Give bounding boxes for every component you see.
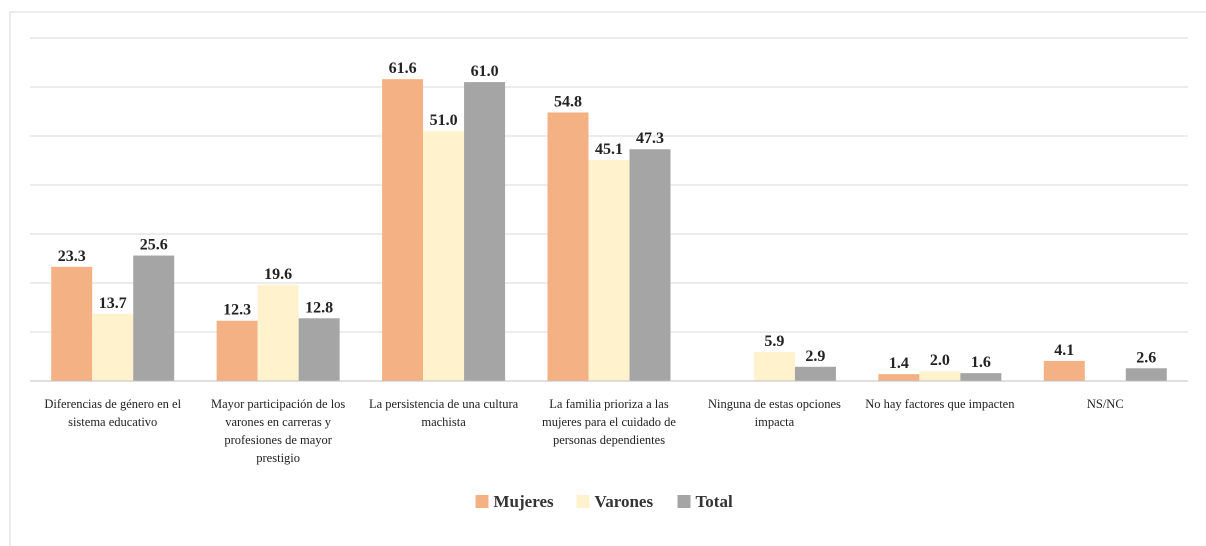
x-tick-label: La familia prioriza a las mujeres para e… bbox=[542, 397, 676, 447]
legend-swatch bbox=[677, 495, 691, 508]
data-label: 54.8 bbox=[554, 93, 582, 110]
bar bbox=[382, 79, 424, 381]
bar bbox=[588, 160, 630, 381]
bar bbox=[1043, 360, 1085, 381]
data-label: 47.3 bbox=[636, 130, 664, 147]
x-tick-label: Diferencias de género en el sistema educ… bbox=[44, 397, 182, 429]
data-label: 13.7 bbox=[99, 295, 127, 312]
data-label: 23.3 bbox=[58, 248, 86, 265]
bar bbox=[133, 255, 175, 381]
data-label: 2.0 bbox=[930, 352, 950, 369]
data-label: 1.4 bbox=[889, 355, 909, 372]
x-tick-label: NS/NC bbox=[1086, 397, 1124, 411]
data-label: 4.1 bbox=[1054, 342, 1074, 359]
legend-label: Total bbox=[696, 492, 733, 511]
bar bbox=[51, 266, 93, 381]
x-tick-label: No hay factores que impacten bbox=[865, 397, 1015, 411]
bar bbox=[423, 131, 465, 381]
legend-swatch bbox=[475, 495, 489, 508]
bar bbox=[92, 313, 134, 381]
bar bbox=[257, 284, 299, 381]
chart-frame bbox=[9, 11, 1206, 546]
bar bbox=[629, 149, 671, 381]
data-label: 12.8 bbox=[305, 299, 333, 316]
data-label: 45.1 bbox=[595, 141, 623, 158]
bar bbox=[216, 320, 258, 381]
x-tick-label: Ninguna de estas opciones impacta bbox=[707, 397, 841, 429]
bar bbox=[878, 374, 920, 381]
legend-label: Mujeres bbox=[494, 492, 554, 511]
bar bbox=[960, 373, 1002, 381]
bar bbox=[1125, 368, 1167, 381]
data-label: 19.6 bbox=[264, 266, 292, 283]
x-tick-label: Mayor participación de los varones en ca… bbox=[210, 397, 346, 465]
bar bbox=[298, 318, 340, 381]
bar bbox=[919, 371, 961, 381]
data-label: 2.6 bbox=[1136, 349, 1156, 366]
bar bbox=[547, 112, 589, 381]
legend-swatch bbox=[576, 495, 590, 508]
data-label: 12.3 bbox=[223, 302, 251, 319]
data-label: 25.6 bbox=[140, 237, 168, 254]
bar bbox=[794, 366, 836, 381]
data-label: 5.9 bbox=[764, 333, 784, 350]
data-label: 61.6 bbox=[389, 60, 417, 77]
data-label: 2.9 bbox=[805, 348, 825, 365]
x-tick-label: La persistencia de una cultura machista bbox=[368, 397, 519, 429]
legend-label: Varones bbox=[595, 492, 654, 511]
bar bbox=[753, 352, 795, 381]
data-label: 51.0 bbox=[430, 112, 458, 129]
bar bbox=[464, 82, 506, 381]
data-label: 61.0 bbox=[471, 63, 499, 80]
data-label: 1.6 bbox=[971, 354, 991, 371]
